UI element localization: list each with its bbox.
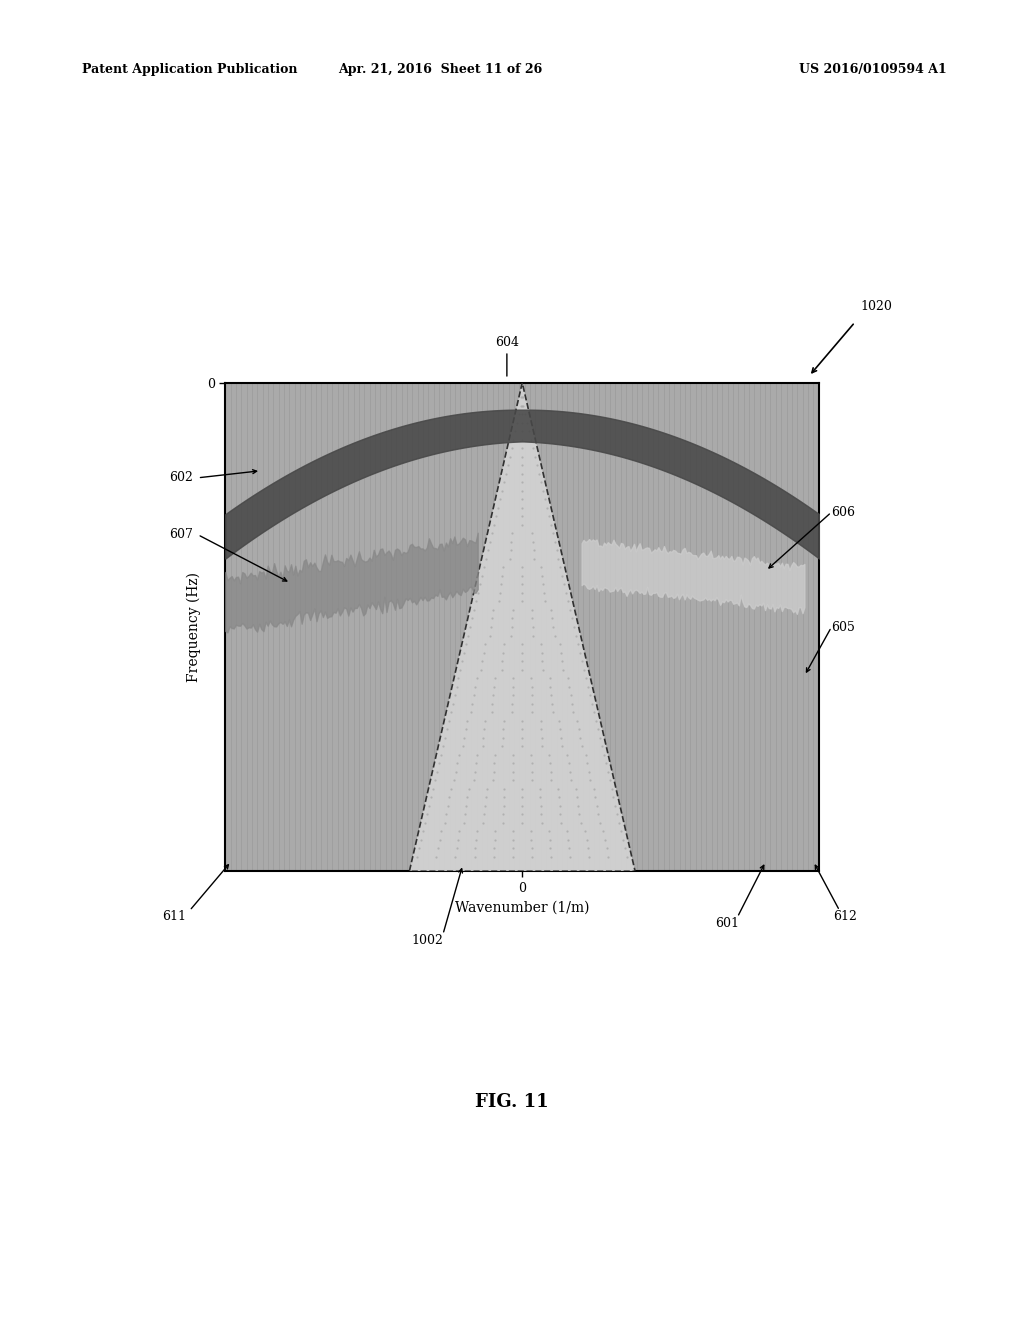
Y-axis label: Frequency (Hz): Frequency (Hz) <box>187 572 202 682</box>
Text: 605: 605 <box>831 620 855 634</box>
Text: 604: 604 <box>495 335 519 348</box>
Text: 612: 612 <box>833 909 857 923</box>
Text: 606: 606 <box>831 506 855 519</box>
Text: FIG. 11: FIG. 11 <box>475 1093 549 1111</box>
Text: 1002: 1002 <box>412 933 443 946</box>
Text: 1020: 1020 <box>860 300 892 313</box>
Text: Patent Application Publication: Patent Application Publication <box>82 63 297 77</box>
Text: US 2016/0109594 A1: US 2016/0109594 A1 <box>799 63 946 77</box>
Text: 607: 607 <box>169 528 193 541</box>
Text: 611: 611 <box>162 909 186 923</box>
Text: Apr. 21, 2016  Sheet 11 of 26: Apr. 21, 2016 Sheet 11 of 26 <box>338 63 543 77</box>
X-axis label: Wavenumber (1/m): Wavenumber (1/m) <box>455 900 590 915</box>
Text: 601: 601 <box>715 916 739 929</box>
Polygon shape <box>410 383 635 871</box>
Text: 602: 602 <box>169 471 193 484</box>
